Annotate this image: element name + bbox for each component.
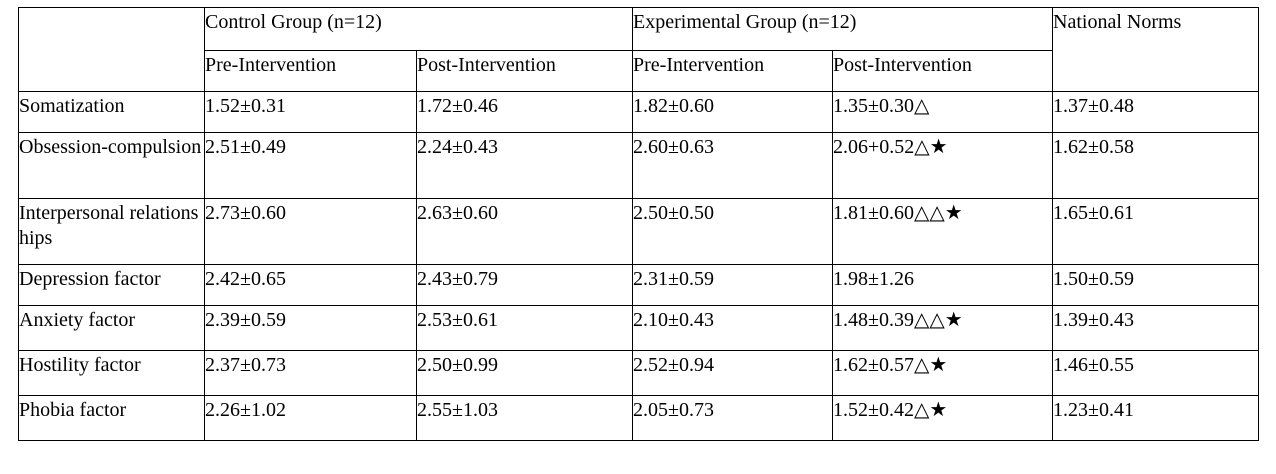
control-post-value: 2.55±1.03: [415, 395, 634, 441]
experimental-post-header: Post-Intervention: [832, 50, 1054, 92]
control-post-value: 2.53±0.61: [415, 305, 634, 351]
factor-label: Interpersonal relationships: [18, 198, 205, 265]
national-norms-value: 1.23±0.41: [1052, 395, 1260, 441]
sub-header-row: Pre-Intervention Post-Intervention Pre-I…: [19, 50, 1259, 92]
experimental-pre-value: 2.50±0.50: [632, 198, 834, 265]
table-row: Phobia factor 2.26±1.02 2.55±1.03 2.05±0…: [18, 395, 1260, 441]
factor-label: Somatization: [18, 91, 205, 133]
table-row: Hostility factor 2.37±0.73 2.50±0.99 2.5…: [18, 350, 1260, 396]
factor-label: Hostility factor: [18, 350, 205, 396]
control-pre-value: 2.37±0.73: [204, 350, 417, 396]
factor-label: Phobia factor: [18, 395, 205, 441]
control-pre-value: 2.26±1.02: [204, 395, 417, 441]
control-post-value: 2.50±0.99: [415, 350, 634, 396]
control-post-header: Post-Intervention: [415, 50, 634, 92]
experimental-pre-value: 2.05±0.73: [632, 395, 834, 441]
national-norms-value: 1.65±0.61: [1052, 198, 1260, 265]
control-group-header: Control Group (n=12): [203, 7, 634, 51]
experimental-group-header: Experimental Group (n=12): [632, 7, 1054, 51]
national-norms-value: 1.37±0.48: [1052, 91, 1260, 133]
control-post-value: 1.72±0.46: [415, 91, 634, 133]
national-norms-value: 1.50±0.59: [1052, 264, 1260, 306]
control-pre-header: Pre-Intervention: [204, 50, 417, 92]
control-pre-value: 1.52±0.31: [204, 91, 417, 133]
experimental-post-value: 1.81±0.60△△★: [832, 198, 1054, 265]
table-row: Obsession-compulsion 2.51±0.49 2.24±0.43…: [18, 132, 1260, 199]
control-post-value: 2.63±0.60: [415, 198, 634, 265]
corner-cell: [18, 7, 205, 92]
control-post-value: 2.43±0.79: [415, 264, 634, 306]
control-pre-value: 2.51±0.49: [204, 132, 417, 199]
experimental-pre-value: 2.31±0.59: [632, 264, 834, 306]
control-pre-value: 2.42±0.65: [204, 264, 417, 306]
group-header-row: Control Group (n=12) Experimental Group …: [18, 7, 1260, 92]
factor-label: Depression factor: [18, 264, 205, 306]
national-norms-value: 1.39±0.43: [1052, 305, 1260, 351]
experimental-pre-value: 2.52±0.94: [632, 350, 834, 396]
table-row: Interpersonal relationships 2.73±0.60 2.…: [18, 198, 1260, 265]
experimental-post-value: 1.35±0.30△: [832, 91, 1054, 133]
scl90-comparison-table: Control Group (n=12) Experimental Group …: [18, 7, 1260, 441]
national-norms-value: 1.62±0.58: [1052, 132, 1260, 199]
experimental-post-value: 1.62±0.57△★: [832, 350, 1054, 396]
factor-label: Anxiety factor: [18, 305, 205, 351]
national-norms-value: 1.46±0.55: [1052, 350, 1260, 396]
experimental-post-value: 1.98±1.26: [832, 264, 1054, 306]
experimental-pre-header: Pre-Intervention: [632, 50, 834, 92]
experimental-pre-value: 2.10±0.43: [632, 305, 834, 351]
control-pre-value: 2.39±0.59: [204, 305, 417, 351]
experimental-pre-value: 2.60±0.63: [632, 132, 834, 199]
national-norms-header: National Norms: [1052, 7, 1260, 92]
experimental-pre-value: 1.82±0.60: [632, 91, 834, 133]
table-row: Depression factor 2.42±0.65 2.43±0.79 2.…: [18, 264, 1260, 306]
control-pre-value: 2.73±0.60: [204, 198, 417, 265]
experimental-post-value: 1.48±0.39△△★: [832, 305, 1054, 351]
experimental-post-value: 1.52±0.42△★: [832, 395, 1054, 441]
factor-label: Obsession-compulsion: [18, 132, 205, 199]
table-row: Somatization 1.52±0.31 1.72±0.46 1.82±0.…: [18, 91, 1260, 133]
experimental-post-value: 2.06+0.52△★: [832, 132, 1054, 199]
table-row: Anxiety factor 2.39±0.59 2.53±0.61 2.10±…: [18, 305, 1260, 351]
control-post-value: 2.24±0.43: [415, 132, 634, 199]
